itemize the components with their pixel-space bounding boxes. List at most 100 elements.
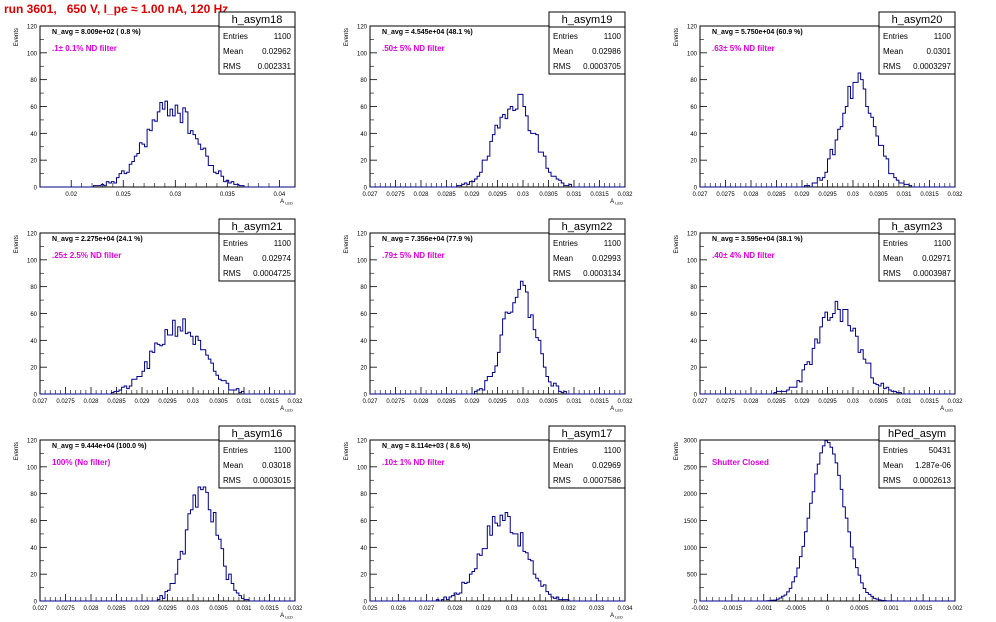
y-tick-label: 40 (360, 132, 367, 138)
navg-label: N_avg = 3.595e+04 (38.1 %) (712, 236, 803, 243)
stats-mean-value: 0.02986 (592, 47, 621, 56)
y-tick-label: 1500 (684, 519, 698, 525)
y-axis-label: Events (14, 442, 20, 460)
x-tick-label: 0.031 (896, 192, 912, 198)
histogram-panel-hPed_asym: 0 500 1000 1500 2000 2500 3000 Events -0.002 -0.0… (674, 425, 963, 612)
x-tick-label: -0.0015 (722, 606, 743, 612)
stats-mean-value: 0.0301 (927, 47, 952, 56)
x-tick-label: 0.03 (506, 606, 518, 612)
stats-mean-value: 0.02962 (262, 47, 291, 56)
stats-rms-value: 0.0002613 (913, 476, 951, 485)
y-axis-label: Events (344, 235, 350, 253)
x-tick-label: 0.002 (947, 606, 963, 612)
stats-title: h_asym19 (562, 14, 613, 26)
x-tick-label: 0.032 (947, 192, 963, 198)
x-tick-label: 0.029 (464, 399, 480, 405)
x-tick-label: 0.0315 (920, 399, 939, 405)
x-tick-label: 0.0275 (716, 399, 735, 405)
x-tick-label: 0.0005 (850, 606, 869, 612)
stats-rms-value: 0.0004725 (253, 269, 291, 278)
x-tick-label: 0.03 (187, 606, 199, 612)
stats-entries-label: Entries (553, 239, 578, 248)
stats-title: h_asym20 (892, 14, 943, 26)
x-tick-label: 0.03 (169, 192, 181, 198)
x-tick-label: 0.028 (413, 399, 429, 405)
y-axis-label: Events (674, 235, 680, 253)
y-tick-label: 500 (687, 573, 698, 579)
stats-entries-value: 1100 (934, 32, 952, 41)
y-tick-label: 0 (364, 393, 368, 399)
y-tick-label: 120 (27, 232, 38, 238)
x-tick-label: 0.0015 (914, 606, 933, 612)
y-tick-label: 60 (360, 519, 367, 525)
x-tick-label: 0.031 (532, 606, 548, 612)
stats-mean-label: Mean (223, 254, 243, 263)
y-tick-label: 80 (360, 78, 367, 84)
y-tick-label: 60 (30, 312, 37, 318)
y-tick-label: 60 (690, 105, 697, 111)
x-tick-label: 0.03 (847, 399, 859, 405)
y-tick-label: 80 (360, 285, 367, 291)
navg-label: N_avg = 4.545e+04 (48.1 %) (382, 29, 473, 36)
y-tick-label: 20 (690, 159, 697, 165)
y-tick-label: 20 (30, 159, 37, 165)
stats-rms-label: RMS (553, 476, 571, 485)
histogram-line (40, 486, 295, 602)
histogram-panel-h_asym22: 0 20 40 60 80 100 120 Events 0.027 0.0275 0.028 0.0… (344, 218, 633, 413)
filter-label: .50± 5% ND filter (382, 44, 445, 53)
x-tick-label: 0.0295 (818, 192, 837, 198)
stats-box (548, 218, 626, 282)
histogram-line (40, 318, 295, 395)
x-tick-label: 0.03 (517, 192, 529, 198)
x-tick-label: 0.031 (566, 399, 582, 405)
stats-box (548, 11, 626, 75)
x-tick-label: 0.032 (617, 399, 633, 405)
stats-entries-value: 1100 (604, 239, 622, 248)
x-tick-label: 0.031 (566, 192, 582, 198)
stats-title: h_asym18 (232, 14, 283, 26)
stats-rms-value: 0.0003134 (583, 269, 621, 278)
y-tick-label: 120 (687, 232, 698, 238)
stats-mean-label: Mean (553, 47, 573, 56)
stats-mean-label: Mean (553, 461, 573, 470)
x-tick-label: 0.0295 (158, 399, 177, 405)
x-tick-label: 0.032 (287, 606, 303, 612)
stats-rms-value: 0.0003015 (253, 476, 291, 485)
y-tick-label: 0 (34, 186, 38, 192)
y-axis-label: Events (344, 28, 350, 46)
x-axis-label: A LED (610, 613, 623, 620)
stats-mean-label: Mean (553, 254, 573, 263)
x-tick-label: 0.03 (517, 399, 529, 405)
y-tick-label: 60 (360, 312, 367, 318)
x-tick-label: 0.027 (32, 606, 48, 612)
y-tick-label: 0 (34, 600, 38, 606)
y-tick-label: 20 (30, 573, 37, 579)
stats-entries-label: Entries (223, 239, 248, 248)
x-tick-label: 0.027 (362, 399, 378, 405)
stats-rms-label: RMS (883, 62, 901, 71)
x-axis-label: A LED (280, 613, 293, 620)
x-tick-label: 0.029 (794, 192, 810, 198)
histogram-line (370, 280, 625, 395)
x-tick-label: 0.0305 (539, 192, 558, 198)
y-tick-label: 0 (34, 393, 38, 399)
y-tick-label: 20 (360, 366, 367, 372)
y-tick-label: 120 (27, 439, 38, 445)
histogram-line (700, 72, 955, 188)
x-tick-label: 0.025 (362, 606, 378, 612)
y-axis-label: Events (674, 442, 680, 460)
y-tick-label: 20 (690, 366, 697, 372)
stats-rms-value: 0.0003705 (583, 62, 621, 71)
filter-label: Shutter Closed (712, 458, 769, 467)
stats-rms-label: RMS (883, 476, 901, 485)
y-tick-label: 80 (690, 285, 697, 291)
y-tick-label: 120 (357, 25, 368, 31)
stats-rms-label: RMS (553, 269, 571, 278)
y-tick-label: 40 (690, 132, 697, 138)
y-tick-label: 1000 (684, 546, 698, 552)
x-tick-label: 0.027 (692, 399, 708, 405)
stats-title: h_asym21 (232, 221, 283, 233)
x-tick-label: 0.0295 (488, 192, 507, 198)
y-tick-label: 0 (364, 186, 368, 192)
